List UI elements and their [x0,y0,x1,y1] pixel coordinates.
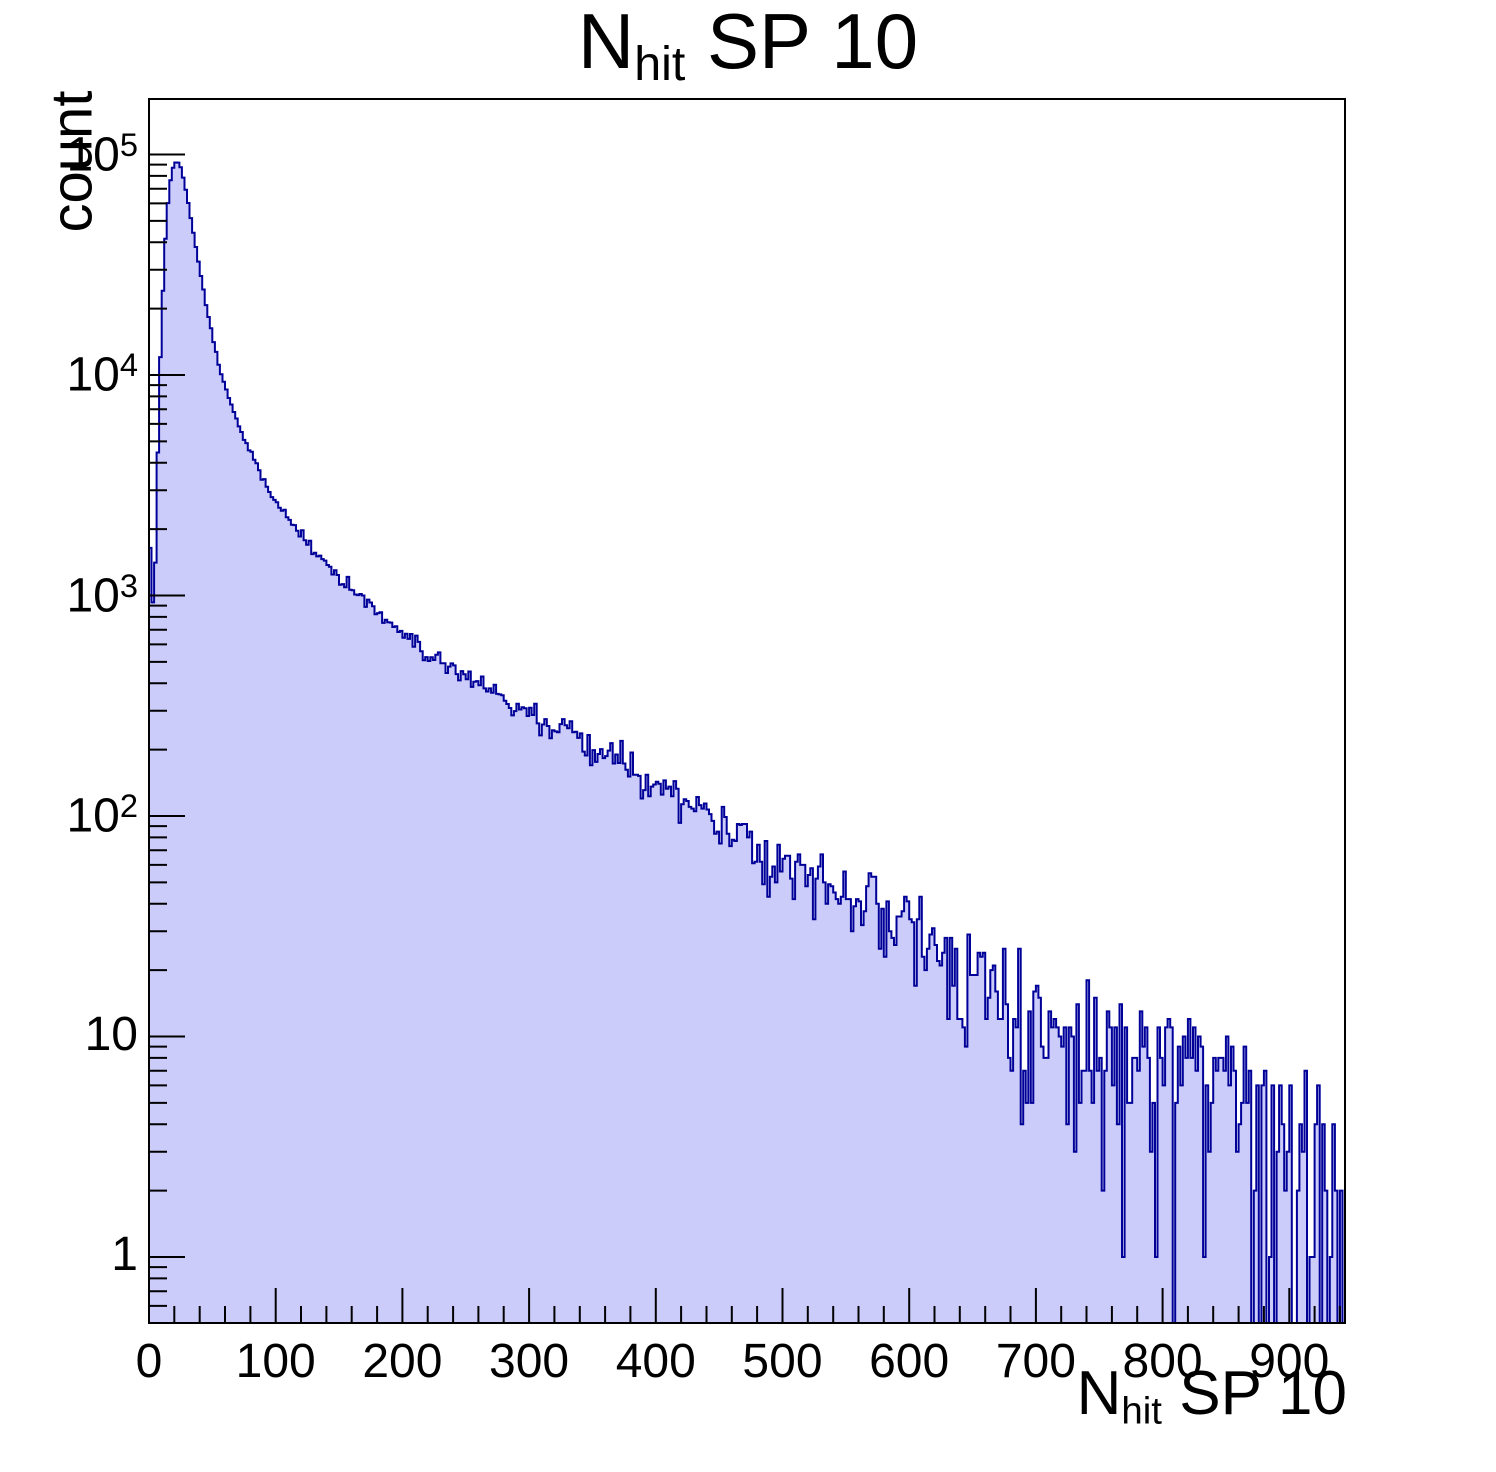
y-tick-label: 103 [66,566,138,623]
axis-ticks [148,153,1341,1323]
y-tick-label: 105 [66,125,138,182]
plot-title-main: N [577,0,635,85]
histogram-series [148,161,1345,1324]
x-tick-label: 600 [869,1335,950,1388]
x-tick-label: 700 [995,1335,1076,1388]
x-axis-title-subscript: hit [1121,1389,1162,1433]
x-tick-label: 100 [235,1335,316,1388]
plot-title: Nhit SP 10 [0,2,1496,88]
y-tick-label: 104 [66,346,138,402]
x-tick-label: 300 [489,1335,570,1388]
x-axis-title-main: N [1076,1359,1122,1428]
y-tick-label: 102 [66,787,138,843]
y-tick-label: 10 [84,1007,138,1061]
x-tick-label: 0 [135,1335,163,1388]
plot-title-rest: SP 10 [685,0,919,85]
x-tick-label: 900 [1249,1335,1330,1388]
x-tick-label: 200 [362,1335,443,1388]
x-tick-label: 400 [615,1335,696,1388]
y-tick-label: 1 [111,1228,138,1281]
x-axis-title-rest: SP 10 [1161,1359,1347,1428]
x-tick-label: 500 [742,1335,823,1388]
x-tick-label: 800 [1122,1335,1203,1388]
plot-title-subscript: hit [634,37,686,92]
